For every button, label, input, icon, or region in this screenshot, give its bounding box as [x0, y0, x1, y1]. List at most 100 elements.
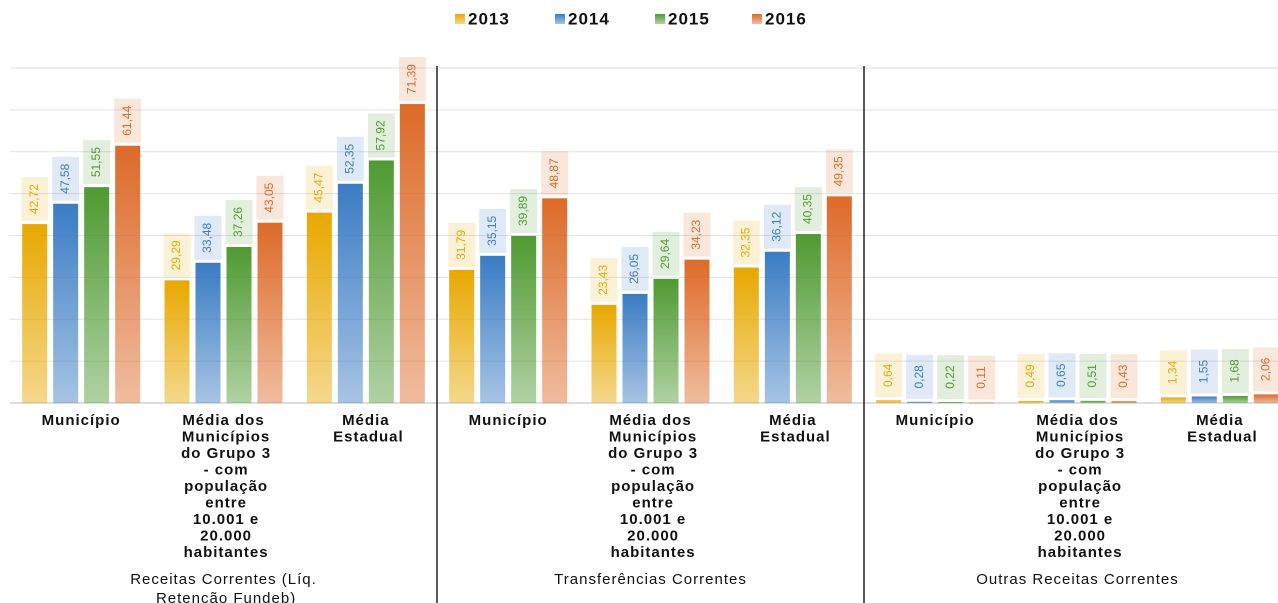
value-label-box — [194, 215, 222, 260]
value-label: 42,72 — [27, 184, 41, 214]
x-tick-label: Município — [896, 412, 975, 429]
value-label: 61,44 — [120, 105, 134, 135]
bar — [1160, 397, 1186, 403]
x-tick-label: Média dos Municípios do Grupo 3 - com po… — [176, 412, 271, 561]
bar — [1222, 395, 1248, 403]
value-label-box — [1221, 348, 1249, 393]
value-label-box — [621, 246, 649, 291]
bar — [115, 145, 141, 403]
value-label: 0,22 — [943, 365, 957, 389]
bar — [1111, 401, 1137, 403]
bar — [826, 196, 852, 403]
value-label: 31,79 — [454, 230, 468, 260]
value-label-box — [21, 177, 49, 222]
value-label-box — [305, 165, 333, 210]
x-tick-label: Média Estadual — [1182, 412, 1258, 446]
legend-swatch — [555, 14, 565, 24]
value-label: 26,05 — [627, 254, 641, 284]
value-label-box — [968, 355, 996, 400]
bar — [337, 183, 363, 403]
bar — [1018, 400, 1044, 403]
bar — [542, 198, 568, 403]
value-label-box — [336, 136, 364, 181]
value-label: 1,68 — [1228, 359, 1242, 383]
value-label: 0,64 — [881, 363, 895, 387]
value-label-box — [937, 355, 965, 400]
value-label: 33,48 — [200, 222, 214, 252]
bar — [876, 400, 902, 403]
value-label-box — [225, 199, 253, 244]
x-tick-label: Média Estadual — [755, 412, 831, 446]
bar — [226, 246, 252, 403]
bar — [907, 401, 933, 403]
legend-label: 2015 — [668, 9, 710, 28]
value-label-box — [448, 222, 476, 267]
value-label: 43,05 — [262, 182, 276, 212]
bar — [195, 262, 221, 403]
bar — [1253, 394, 1278, 403]
value-label-box — [794, 187, 822, 232]
value-label-box — [367, 113, 395, 158]
value-label-box — [163, 233, 191, 278]
value-label-box — [52, 156, 80, 201]
bar — [511, 235, 537, 403]
x-tick-label: Média dos Municípios do Grupo 3 - com po… — [603, 412, 698, 561]
bar — [1191, 396, 1217, 403]
value-label: 49,35 — [832, 156, 846, 186]
value-label-box — [652, 231, 680, 276]
value-label-box — [1252, 347, 1278, 392]
value-label: 35,15 — [485, 215, 499, 245]
value-label-box — [825, 149, 853, 194]
value-label: 0,43 — [1116, 364, 1130, 388]
value-label-box — [479, 208, 507, 253]
bar — [53, 203, 79, 403]
value-label: 48,87 — [547, 158, 561, 188]
value-label: 0,51 — [1085, 364, 1099, 388]
value-label: 1,55 — [1197, 360, 1211, 384]
x-tick-label: Média dos Municípios do Grupo 3 - com po… — [1030, 412, 1125, 561]
group-label: Transferências Correntes — [554, 571, 747, 588]
bar — [306, 212, 332, 403]
bar — [969, 402, 995, 404]
value-label-box — [510, 188, 538, 233]
value-label: 32,35 — [739, 227, 753, 257]
legend-label: 2014 — [568, 9, 610, 28]
group-label: Outras Receitas Correntes — [976, 571, 1179, 588]
value-label: 40,35 — [801, 194, 815, 224]
value-label: 29,64 — [658, 239, 672, 269]
bar — [684, 259, 710, 403]
value-label: 0,28 — [912, 365, 926, 389]
bar — [653, 278, 679, 403]
bar — [938, 402, 964, 404]
value-label: 1,34 — [1166, 360, 1180, 384]
value-label: 39,89 — [516, 196, 530, 226]
value-label: 47,58 — [58, 163, 72, 193]
value-label: 0,65 — [1054, 363, 1068, 387]
value-label-box — [906, 354, 934, 399]
bar — [22, 224, 48, 403]
value-label-box — [256, 175, 284, 220]
value-label-box — [1079, 353, 1107, 398]
value-label-box — [398, 57, 426, 102]
value-label: 36,12 — [770, 211, 784, 241]
legend-label: 2016 — [765, 9, 807, 28]
value-label-box — [1017, 353, 1045, 398]
value-label-box — [114, 98, 142, 143]
value-label: 23,43 — [596, 265, 610, 295]
value-label-box — [1110, 354, 1138, 399]
value-label: 37,26 — [231, 207, 245, 237]
value-label-box — [1048, 353, 1076, 398]
value-label-box — [83, 140, 111, 185]
group-label: Receitas Correntes (Líq. Retenção Fundeb… — [130, 571, 317, 603]
bar — [84, 187, 110, 403]
bar — [764, 251, 790, 403]
bar — [257, 222, 283, 403]
value-label: 29,29 — [169, 240, 183, 270]
value-label: 51,55 — [89, 147, 103, 177]
value-label: 34,23 — [689, 219, 703, 249]
x-tick-label: Média Estadual — [328, 412, 404, 446]
x-tick-label: Município — [42, 412, 121, 429]
value-label: 45,47 — [312, 172, 326, 202]
value-label-box — [732, 220, 760, 265]
